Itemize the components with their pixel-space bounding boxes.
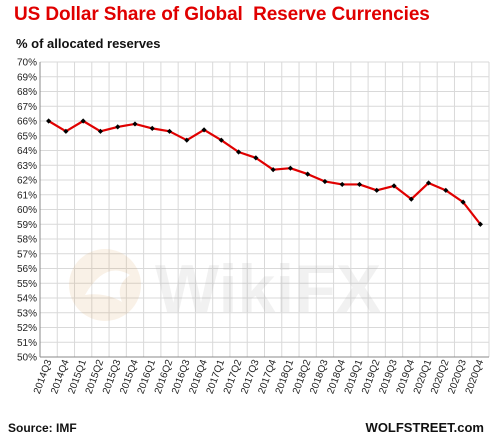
data-point: [253, 155, 259, 161]
data-point: [235, 149, 242, 155]
y-tick-label: 51%: [17, 338, 37, 349]
data-point: [270, 167, 276, 173]
y-tick-label: 50%: [17, 353, 37, 364]
data-point: [166, 128, 173, 134]
site-credit: WOLFSTREET.com: [365, 420, 484, 435]
y-tick-labels: 50% 51% 52% 53% 54% 55% 56% 57% 58% 59% 60% 61% 62% 6…: [17, 58, 37, 364]
data-point: [391, 183, 397, 189]
data-point: [184, 137, 190, 143]
y-tick-label: 53%: [17, 308, 37, 319]
y-tick-label: 65%: [17, 131, 37, 142]
y-tick-label: 55%: [17, 279, 37, 290]
y-tick-label: 60%: [17, 205, 37, 216]
y-tick-label: 61%: [17, 190, 37, 201]
data-point: [356, 181, 363, 188]
data-point: [425, 180, 432, 186]
data-point: [132, 121, 138, 127]
y-tick-label: 63%: [17, 161, 37, 172]
data-point: [115, 124, 121, 130]
data-point: [218, 137, 224, 143]
data-point: [201, 127, 207, 133]
data-point: [460, 199, 466, 205]
series-line-path: [48, 119, 482, 225]
y-tick-label: 58%: [17, 235, 37, 246]
y-tick-label: 67%: [17, 102, 37, 113]
data-point: [287, 165, 294, 171]
y-tick-label: 59%: [17, 220, 37, 231]
y-tick-label: 57%: [17, 249, 37, 260]
y-tick-label: 52%: [17, 323, 37, 334]
data-point: [305, 171, 311, 177]
data-point: [97, 128, 104, 134]
data-point: [46, 118, 52, 124]
y-tick-label: 66%: [17, 117, 37, 128]
data-point: [80, 118, 86, 124]
series-line: [48, 119, 482, 225]
data-point: [408, 196, 414, 202]
gridlines: [39, 61, 490, 358]
y-tick-label: 69%: [17, 72, 37, 83]
chart-title: US Dollar Share of Global Reserve Curren…: [14, 4, 430, 25]
source-note: Source: IMF: [8, 421, 77, 435]
data-point: [63, 128, 69, 134]
y-tick-label: 64%: [17, 146, 37, 157]
y-tick-label: 70%: [17, 58, 37, 69]
y-tick-label: 56%: [17, 264, 37, 275]
data-point: [339, 181, 345, 188]
data-point: [477, 221, 483, 227]
y-tick-label: 54%: [17, 294, 37, 305]
data-point: [443, 187, 449, 193]
y-tick-label: 68%: [17, 87, 37, 98]
x-tick-labels: 2014Q32014Q42015Q12015Q22015Q32015Q42016…: [32, 358, 486, 396]
data-points: [46, 118, 483, 227]
data-point: [322, 178, 328, 185]
y-tick-label: 62%: [17, 176, 37, 187]
data-point: [149, 125, 155, 131]
data-point: [374, 187, 380, 193]
y-axis-label: % of allocated reserves: [16, 36, 161, 51]
